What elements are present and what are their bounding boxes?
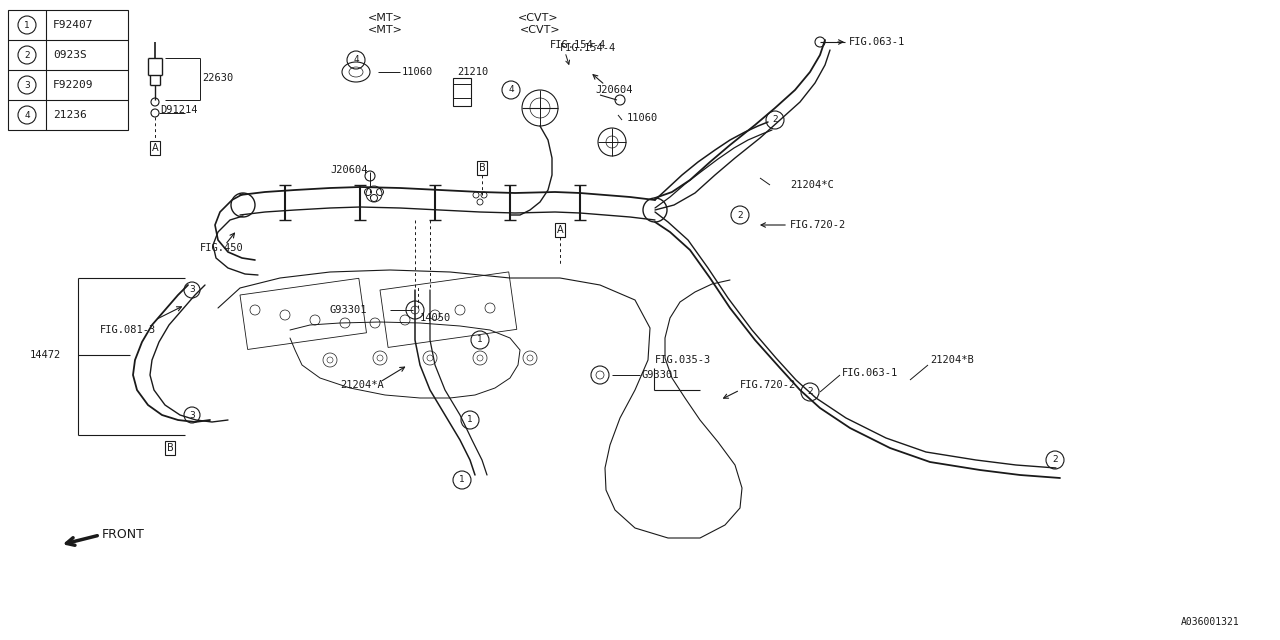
Text: FIG.720-2: FIG.720-2 xyxy=(740,380,796,390)
Text: 21210: 21210 xyxy=(457,67,488,77)
Text: B: B xyxy=(479,163,485,173)
Bar xyxy=(8,10,128,130)
Circle shape xyxy=(502,81,520,99)
Text: D91214: D91214 xyxy=(160,105,197,115)
Text: <MT>: <MT> xyxy=(367,13,402,23)
Circle shape xyxy=(1046,451,1064,469)
Text: A: A xyxy=(152,143,159,153)
Text: 4: 4 xyxy=(508,86,513,95)
Text: 2: 2 xyxy=(772,115,778,125)
Bar xyxy=(241,278,366,349)
Text: 3: 3 xyxy=(24,81,29,90)
Text: FIG.720-2: FIG.720-2 xyxy=(790,220,846,230)
Circle shape xyxy=(184,282,200,298)
Text: J20604: J20604 xyxy=(595,85,632,95)
Circle shape xyxy=(347,51,365,69)
Text: 22630: 22630 xyxy=(202,73,233,83)
Text: 1: 1 xyxy=(24,20,29,29)
Text: A: A xyxy=(557,225,563,235)
Text: FIG.063-1: FIG.063-1 xyxy=(842,368,899,378)
Text: 2: 2 xyxy=(808,387,813,397)
Bar xyxy=(453,78,471,106)
Text: 21204*A: 21204*A xyxy=(340,380,384,390)
Circle shape xyxy=(801,383,819,401)
Text: 21204*C: 21204*C xyxy=(790,180,833,190)
Circle shape xyxy=(765,111,783,129)
Circle shape xyxy=(453,471,471,489)
Text: FIG.035-3: FIG.035-3 xyxy=(655,355,712,365)
Text: <CVT>: <CVT> xyxy=(520,25,561,35)
Circle shape xyxy=(471,331,489,349)
Circle shape xyxy=(18,76,36,94)
Text: <MT>: <MT> xyxy=(367,25,402,35)
Text: 2: 2 xyxy=(737,211,742,220)
Text: F92209: F92209 xyxy=(52,80,93,90)
Text: FIG.081-3: FIG.081-3 xyxy=(100,325,156,335)
Text: 21204*B: 21204*B xyxy=(931,355,974,365)
Text: 2: 2 xyxy=(24,51,29,60)
Circle shape xyxy=(461,411,479,429)
Text: F92407: F92407 xyxy=(52,20,93,30)
Text: 14050: 14050 xyxy=(420,313,452,323)
Text: 11060: 11060 xyxy=(402,67,433,77)
Text: 11060: 11060 xyxy=(627,113,658,123)
Text: 0923S: 0923S xyxy=(52,50,87,60)
Circle shape xyxy=(184,407,200,423)
Circle shape xyxy=(18,46,36,64)
Text: FIG.063-1: FIG.063-1 xyxy=(849,37,905,47)
Text: 21236: 21236 xyxy=(52,110,87,120)
Text: 4: 4 xyxy=(24,111,29,120)
Text: FIG.450: FIG.450 xyxy=(200,243,243,253)
Text: <CVT>: <CVT> xyxy=(517,13,558,23)
Circle shape xyxy=(18,106,36,124)
Text: FRONT: FRONT xyxy=(102,529,145,541)
Text: 1: 1 xyxy=(477,335,483,344)
Text: 1: 1 xyxy=(467,415,472,424)
Text: G93301: G93301 xyxy=(330,305,367,315)
Text: 2: 2 xyxy=(1052,456,1057,465)
Circle shape xyxy=(731,206,749,224)
Bar xyxy=(380,272,517,348)
Text: 4: 4 xyxy=(353,56,358,65)
Text: FIG.154-4: FIG.154-4 xyxy=(561,43,616,53)
Circle shape xyxy=(18,16,36,34)
Text: FIG.154-4: FIG.154-4 xyxy=(550,40,607,50)
Text: 3: 3 xyxy=(189,410,195,419)
Text: J20604: J20604 xyxy=(330,165,367,175)
Text: B: B xyxy=(166,443,173,453)
Text: 14472: 14472 xyxy=(29,350,61,360)
Text: 1: 1 xyxy=(460,476,465,484)
Text: 3: 3 xyxy=(189,285,195,294)
Text: G93301: G93301 xyxy=(643,370,680,380)
Text: A036001321: A036001321 xyxy=(1181,617,1240,627)
